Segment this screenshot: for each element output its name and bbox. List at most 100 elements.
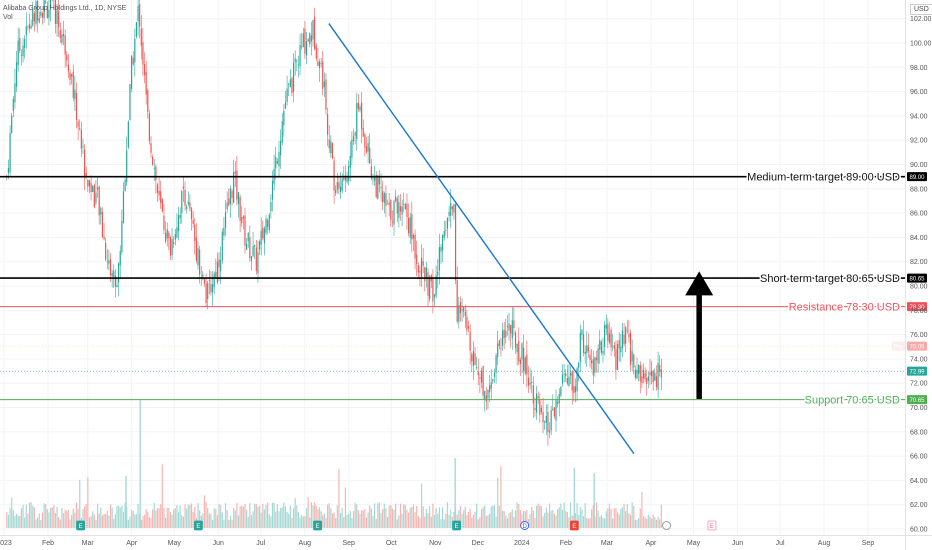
volume-bar [156,508,159,528]
volume-bar [581,509,583,528]
volume-bar [278,511,280,528]
candle-body [283,110,285,126]
symbol-title[interactable]: Alibaba Group Holdings Ltd., 1D, NYSE [3,5,127,12]
candle-body [147,89,149,112]
volume-bar [129,516,131,528]
candle-body [77,121,79,127]
volume-bar [242,506,244,528]
volume-bar [646,518,648,528]
volume-bar [604,518,606,528]
candle-body [317,61,319,66]
candle-body [406,203,408,217]
level-tag [907,302,927,312]
volume-bar [369,505,371,528]
candle-body [284,102,287,109]
candle-body [484,390,486,399]
candle-body [451,206,453,210]
candle-body [613,345,615,349]
volume-bar [513,516,515,528]
volume-bar [472,514,474,528]
volume-bar [33,507,35,528]
candle-body [513,320,515,328]
volume-bar [38,513,40,528]
volume-bar [318,507,321,528]
volume-bar [659,519,661,528]
volume-bar [534,518,536,528]
volume-bar [557,509,559,528]
candle-body [629,332,632,365]
volume-indicator-label[interactable]: Vol [3,14,13,21]
volume-bar [289,505,291,528]
volume-bar [430,516,432,528]
candle-body [393,201,395,225]
volume-bar [234,510,236,528]
candle-body [359,106,361,111]
volume-bar [621,507,624,528]
price-tick-label: 60.00 [910,527,928,534]
volume-bar [591,509,593,528]
candle-body [32,8,34,26]
volume-bar [432,503,434,528]
candle-body [660,369,662,378]
candle-body [49,0,52,9]
volume-bar [275,511,277,528]
volume-spike [593,473,595,528]
volume-bar [594,516,596,528]
candle-body [275,157,277,169]
candle-body [594,357,596,373]
candle-body [495,355,497,373]
candle-body [540,408,543,412]
volume-bar [17,515,19,528]
candle-body [226,202,228,210]
volume-bar [140,519,142,528]
candle-body [116,284,118,288]
level-tag [907,395,927,405]
candle-body [519,359,521,365]
candle-body [380,186,382,188]
price-axis[interactable]: 102.00 100.00 98.00 96.00 94.00 92.00 90.00 88.… [910,16,932,533]
volume-bar [563,502,565,528]
candle-body [155,166,157,181]
volume-bar [372,515,374,528]
candle-body [88,180,91,187]
candle-body [320,63,322,64]
time-tick-label: May [687,540,701,547]
volume-bar [359,514,361,528]
volume-bar [335,517,337,528]
price-tick-label: 86.00 [910,211,928,218]
candle-body [166,229,168,239]
volume-bar [500,466,502,528]
volume-bar [404,504,406,528]
candle-body [370,166,372,179]
candle-body [472,351,474,366]
time-tick-label: 2023 [0,540,12,547]
volume-bar [514,510,517,528]
candle-body [254,244,256,247]
candle-body [297,64,300,66]
volume-bar [396,519,398,528]
volume-bar [160,504,162,528]
volume-bar [301,514,303,528]
volume-bar [280,508,282,528]
volume-bar [375,518,377,528]
candle-body [568,376,570,387]
candle-body [14,83,16,103]
volume-bar [83,506,86,528]
candle-body [43,0,45,19]
candle-body [134,38,136,63]
candle-body [433,294,436,298]
volume-bar [41,512,44,528]
candle-body [64,35,66,55]
volume-spike [573,468,576,528]
volume-bar [74,512,76,528]
time-axis[interactable]: 2023 Feb Mar Apr May Jun Jul Aug Sep Oct Nov Dec 202… [0,540,874,547]
candle-body [176,227,178,238]
earnings-marker [313,520,322,531]
volume-bar [642,515,645,528]
candle-body [59,30,61,39]
volume-bar [529,513,531,528]
time-tick-label: Dec [472,540,485,547]
currency-button[interactable]: USD [910,4,932,15]
volume-bar [612,518,614,528]
